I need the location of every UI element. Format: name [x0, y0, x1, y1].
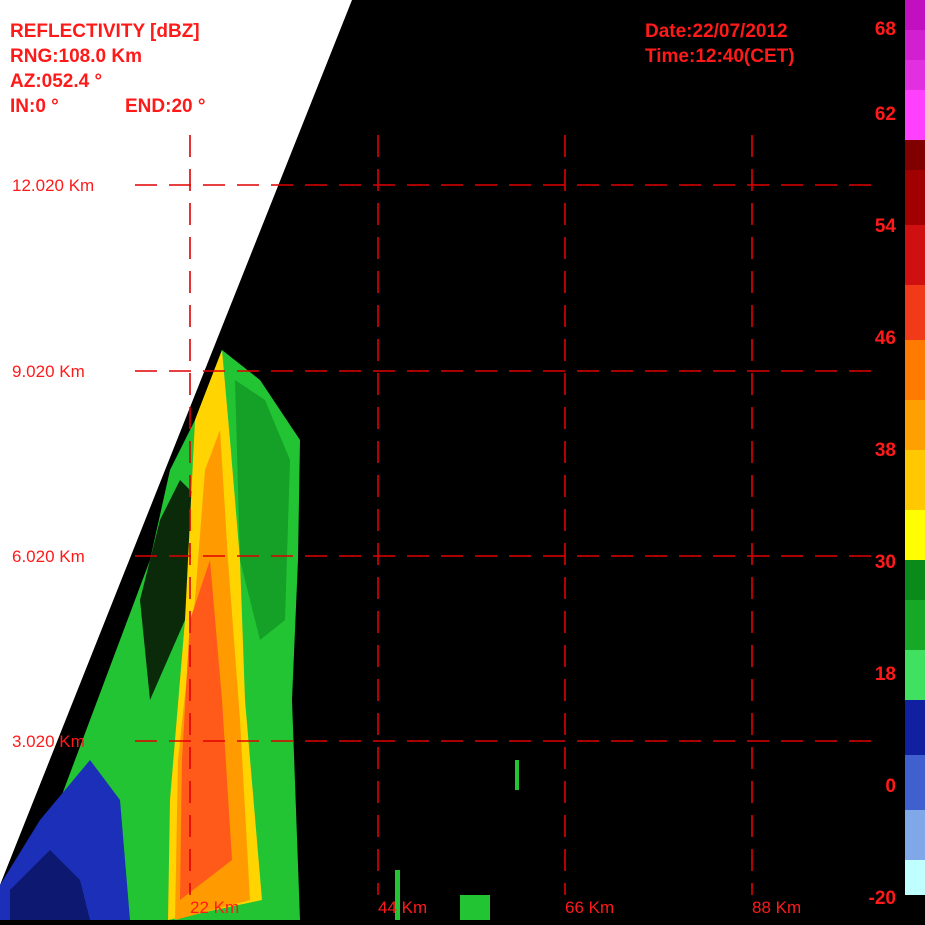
- scale-label: 46: [875, 328, 896, 349]
- distance-label: 44 Km: [378, 898, 427, 917]
- scale-labels: 68 62 54 46 38 30 18 0 -20: [869, 19, 897, 909]
- height-labels: 12.020 Km 9.020 Km 6.020 Km 3.020 Km: [12, 176, 94, 751]
- time: Time:12:40(CET): [645, 46, 795, 67]
- start-elevation: IN:0 °: [10, 96, 59, 117]
- azimuth: AZ:052.4 °: [10, 71, 102, 92]
- scale-label: 38: [875, 440, 896, 461]
- height-label: 3.020 Km: [12, 732, 85, 751]
- echo: [0, 350, 519, 920]
- distance-label: 22 Km: [190, 898, 239, 917]
- scale-label: 18: [875, 664, 896, 685]
- grid: [135, 135, 880, 895]
- height-label: 9.020 Km: [12, 362, 85, 381]
- scale-label: 62: [875, 104, 896, 125]
- distance-label: 88 Km: [752, 898, 801, 917]
- scale-label: 68: [875, 19, 896, 40]
- height-label: 6.020 Km: [12, 547, 85, 566]
- colorbar: [905, 0, 925, 925]
- end-elevation: END:20 °: [125, 96, 205, 117]
- scale-label: 30: [875, 552, 896, 573]
- scale-label: 0: [885, 776, 896, 797]
- scale-label: 54: [875, 216, 897, 237]
- distance-label: 66 Km: [565, 898, 614, 917]
- distance-labels: 22 Km 44 Km 66 Km 88 Km: [190, 898, 801, 917]
- blind-zone: [0, 0, 352, 885]
- date: Date:22/07/2012: [645, 21, 788, 42]
- header: REFLECTIVITY [dBZ] RNG:108.0 Km AZ:052.4…: [10, 21, 795, 117]
- scale-label: -20: [869, 888, 896, 909]
- height-label: 12.020 Km: [12, 176, 94, 195]
- title: REFLECTIVITY [dBZ]: [10, 21, 200, 42]
- range: RNG:108.0 Km: [10, 46, 142, 67]
